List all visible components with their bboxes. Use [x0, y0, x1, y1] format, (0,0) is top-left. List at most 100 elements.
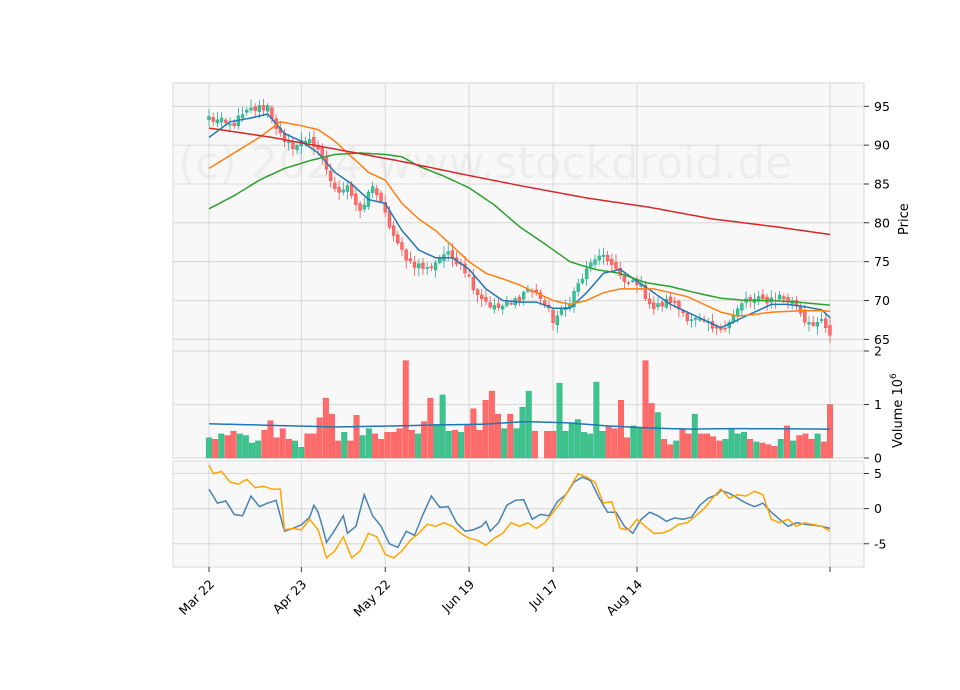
candle-body — [668, 296, 673, 304]
volume-bar — [611, 428, 618, 459]
candle-body — [207, 116, 211, 120]
candle-body — [572, 291, 576, 308]
candle-body — [224, 119, 228, 123]
volume-bar — [550, 431, 557, 459]
candle-body — [349, 184, 354, 196]
candle-body — [257, 105, 262, 112]
candle-body — [471, 277, 476, 290]
volume-bar — [365, 428, 372, 459]
candle-body — [211, 117, 215, 122]
volume-tick-label: 1 — [874, 397, 882, 412]
candle-body — [337, 187, 341, 193]
volume-bar — [636, 426, 643, 459]
candle-body — [542, 300, 547, 305]
price-tick-label: 95 — [874, 99, 890, 114]
grid-lines — [173, 83, 864, 567]
candle-body — [509, 302, 513, 305]
candle-body — [597, 255, 601, 261]
candle-body — [396, 234, 400, 244]
candle-body — [622, 275, 627, 282]
volume-bar — [685, 433, 692, 459]
candle-body — [824, 318, 828, 328]
candle-body — [761, 294, 765, 300]
volume-bar — [476, 430, 483, 459]
volume-bar — [236, 433, 243, 459]
candle-body — [626, 282, 631, 284]
volume-bar — [581, 432, 587, 459]
oscillator-tick-label: 0 — [874, 501, 882, 516]
volume-exponent: 6 — [889, 373, 899, 379]
volume-bar — [421, 421, 428, 459]
candle-body — [496, 303, 501, 308]
volume-bar — [513, 428, 520, 459]
volume-bars — [205, 360, 833, 459]
x-tick-label: Mar 22 — [176, 577, 217, 618]
volume-bar — [261, 430, 268, 459]
candle-body — [819, 319, 824, 321]
volume-bar — [353, 415, 360, 459]
volume-bar — [661, 439, 667, 459]
volume-bar — [273, 437, 280, 459]
price-tick-label: 85 — [874, 177, 890, 192]
volume-bar — [470, 408, 477, 459]
volume-bar — [286, 439, 292, 459]
x-tick-label: Apr 23 — [269, 577, 309, 617]
volume-bar — [673, 440, 680, 459]
candle-body — [328, 170, 333, 181]
candle-body — [811, 322, 815, 326]
volume-bar — [378, 439, 385, 459]
oscillator-line — [208, 476, 831, 549]
candle-body — [425, 267, 429, 269]
volume-bar — [267, 420, 274, 459]
volume-bar — [249, 442, 256, 459]
volume-bar — [482, 400, 489, 459]
candle-body — [312, 137, 316, 147]
candle-body — [408, 258, 413, 262]
volume-bar — [531, 431, 538, 459]
volume-bar — [734, 433, 741, 459]
candle-body — [798, 305, 803, 314]
volume-bar — [458, 432, 464, 459]
candle-body — [412, 261, 417, 268]
moving-average-line — [208, 121, 831, 317]
candle-body — [815, 322, 820, 327]
candle-body — [685, 313, 690, 321]
candle-body — [429, 266, 434, 269]
volume-bar — [242, 435, 249, 459]
candle-body — [656, 303, 660, 307]
candle-body — [484, 297, 488, 302]
volume-bar — [784, 425, 790, 459]
candle-body — [228, 123, 232, 126]
x-tick-label: Jun 19 — [438, 576, 477, 615]
volume-bar — [439, 394, 446, 459]
moving-average-line — [208, 152, 831, 306]
candle-body — [694, 317, 698, 320]
volume-bar — [304, 433, 311, 459]
candle-body — [438, 258, 442, 264]
candle-body — [593, 259, 597, 265]
candle-body — [240, 114, 245, 119]
volume-bar — [310, 433, 317, 459]
candle-body — [215, 119, 220, 124]
volume-bar — [808, 439, 815, 459]
watermark: (c) 2024 www.stockdroid.de — [178, 138, 792, 189]
candle-body — [433, 262, 438, 271]
volume-bar — [722, 439, 729, 459]
candle-body — [719, 328, 723, 330]
candle-body — [303, 140, 308, 143]
volume-label-text: Volume 10 — [891, 379, 906, 448]
candle-body — [341, 189, 345, 193]
price-tick-label: 70 — [874, 293, 890, 308]
volume-bar — [292, 440, 298, 459]
volume-bar — [255, 440, 262, 459]
volume-bar — [741, 432, 747, 459]
candle-body — [354, 193, 358, 205]
candle-body — [723, 327, 727, 330]
price-tick-label: 65 — [874, 332, 890, 347]
volume-bar — [316, 417, 323, 459]
candle-body — [488, 302, 492, 308]
candle-body — [807, 322, 811, 325]
volume-bar — [679, 428, 686, 459]
volume-bar — [464, 424, 471, 459]
candle-body — [740, 303, 744, 311]
